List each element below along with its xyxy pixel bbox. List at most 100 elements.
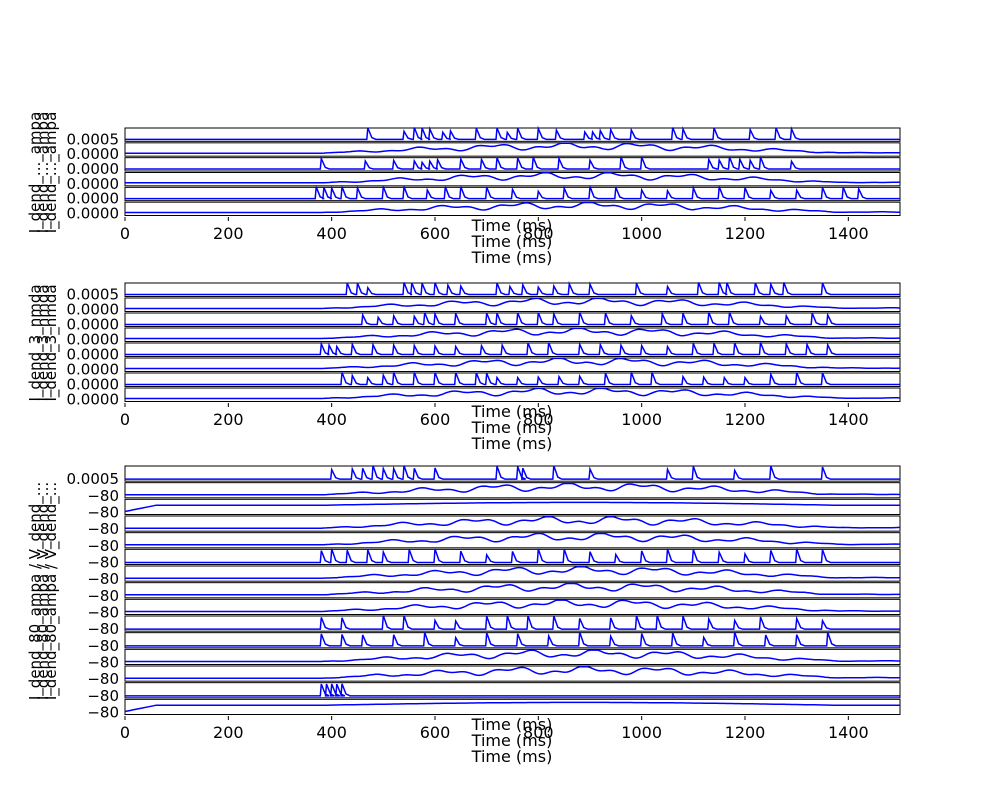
series-line bbox=[125, 649, 900, 663]
x-axis-label: Time (ms) bbox=[471, 747, 553, 766]
subplot-frame bbox=[124, 698, 901, 715]
xtick-label: 1000 bbox=[621, 723, 662, 742]
xtick-label: 600 bbox=[420, 410, 451, 429]
ytick-label: −80 bbox=[87, 654, 119, 672]
ytick-label: −80 bbox=[87, 504, 119, 522]
series-line bbox=[124, 701, 900, 713]
ytick-label: 0.0000 bbox=[67, 331, 120, 349]
x-axis-label: Time (ms) bbox=[471, 434, 553, 453]
ytick-label: −80 bbox=[87, 537, 119, 555]
subplot-frame bbox=[124, 482, 901, 499]
xtick-label: 0 bbox=[120, 723, 130, 742]
xtick-label: 0 bbox=[120, 410, 130, 429]
subplot-frame bbox=[124, 498, 901, 516]
ytick-label: 0.0005 bbox=[67, 470, 120, 488]
series-line bbox=[125, 184, 900, 200]
series-line bbox=[125, 310, 900, 326]
x-axis-label: Time (ms) bbox=[471, 216, 553, 235]
xtick-label: 600 bbox=[420, 723, 451, 742]
subplot-frame bbox=[124, 127, 901, 142]
series-line bbox=[125, 357, 901, 370]
subplot-frame bbox=[124, 682, 901, 699]
y-axis-label: I_dend_80_ampa / V_dend_... bbox=[26, 482, 45, 700]
series-line bbox=[125, 582, 900, 596]
ytick-label: 0.0000 bbox=[67, 145, 120, 163]
series-line bbox=[124, 501, 900, 513]
xtick-label: 1000 bbox=[621, 224, 662, 243]
series-line bbox=[125, 566, 900, 579]
xtick-label: 800 bbox=[523, 723, 554, 742]
y-axis-label: I_dend_80_ampa / V_dend_... bbox=[42, 482, 61, 700]
ytick-label: −80 bbox=[87, 604, 119, 622]
ytick-label: 0.0000 bbox=[67, 391, 120, 409]
subplot-frame bbox=[124, 565, 901, 582]
ytick-label: −80 bbox=[87, 570, 119, 588]
y-axis-label: I_dend_3_nmda bbox=[26, 284, 45, 401]
ytick-label: −80 bbox=[87, 487, 119, 505]
ytick-label: 0.0000 bbox=[67, 301, 120, 319]
ytick-label: 0.0000 bbox=[67, 160, 120, 178]
subplot-frame bbox=[124, 342, 901, 357]
ytick-label: 0.0000 bbox=[67, 376, 120, 394]
series-line bbox=[125, 631, 900, 647]
subplot-frame bbox=[124, 172, 901, 187]
ytick-label: −80 bbox=[87, 620, 119, 638]
ytick-label: 0.0005 bbox=[67, 130, 120, 148]
series-line bbox=[125, 666, 900, 679]
ytick-label: −80 bbox=[87, 587, 119, 605]
ytick-label: −80 bbox=[87, 637, 119, 655]
xtick-label: 200 bbox=[213, 224, 244, 243]
series-line bbox=[125, 548, 900, 564]
xtick-label: 1200 bbox=[725, 410, 766, 429]
xtick-label: 1400 bbox=[828, 224, 869, 243]
xtick-label: 400 bbox=[316, 410, 347, 429]
series-line bbox=[125, 371, 900, 386]
x-axis-label: Time (ms) bbox=[471, 418, 553, 437]
xtick-label: 600 bbox=[420, 224, 451, 243]
subplot-frame bbox=[124, 665, 901, 682]
ytick-label: 0.0000 bbox=[67, 175, 120, 193]
series-line bbox=[125, 297, 901, 310]
subplot-frame bbox=[124, 387, 901, 402]
subplot-frame bbox=[124, 582, 901, 599]
subplot-frame bbox=[124, 312, 901, 327]
series-line bbox=[125, 683, 900, 697]
series-line bbox=[125, 465, 900, 480]
series-line bbox=[125, 387, 901, 400]
subplot-frame bbox=[124, 648, 901, 665]
xtick-label: 800 bbox=[523, 224, 554, 243]
subplot-frame bbox=[124, 201, 901, 217]
ytick-label: 0.0000 bbox=[67, 190, 120, 208]
ytick-label: 0.0005 bbox=[67, 286, 120, 304]
ytick-label: −80 bbox=[87, 520, 119, 538]
subplot-frame bbox=[124, 632, 901, 649]
xtick-label: 800 bbox=[523, 410, 554, 429]
subplot-frame bbox=[124, 372, 901, 387]
series-line bbox=[125, 516, 901, 529]
series-line bbox=[125, 341, 900, 356]
ytick-label: −80 bbox=[87, 704, 119, 722]
series-line bbox=[125, 201, 900, 214]
xtick-label: 200 bbox=[213, 723, 244, 742]
x-axis-label: Time (ms) bbox=[471, 248, 553, 267]
ytick-label: −80 bbox=[87, 687, 119, 705]
xtick-label: 400 bbox=[316, 723, 347, 742]
ytick-label: 0.0000 bbox=[67, 361, 120, 379]
series-line bbox=[125, 142, 901, 154]
series-line bbox=[125, 172, 901, 184]
subplot-frame bbox=[124, 532, 901, 549]
ytick-label: 0.0000 bbox=[67, 205, 120, 223]
series-line bbox=[125, 615, 900, 630]
subplot-frame bbox=[124, 157, 901, 172]
xtick-label: 200 bbox=[213, 410, 244, 429]
series-line bbox=[125, 532, 900, 546]
x-axis-label: Time (ms) bbox=[471, 232, 553, 251]
subplot-frame bbox=[124, 615, 901, 632]
xtick-label: 1400 bbox=[828, 410, 869, 429]
series-line bbox=[125, 280, 900, 296]
x-axis-label: Time (ms) bbox=[471, 731, 553, 750]
ytick-label: 0.0000 bbox=[67, 346, 120, 364]
series-line bbox=[125, 327, 900, 340]
